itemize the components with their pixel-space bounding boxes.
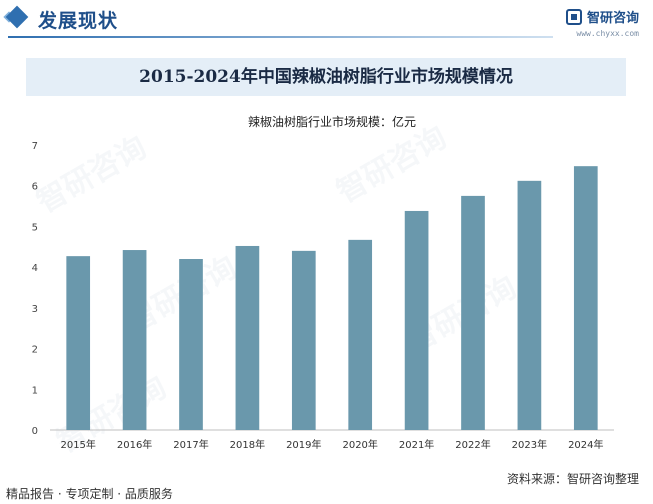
bar <box>179 259 203 430</box>
y-tick-label: 2 <box>32 345 38 356</box>
legend-label: 辣椒油树脂行业市场规模：亿元 <box>248 114 416 129</box>
header-divider <box>8 36 553 38</box>
bar <box>122 250 147 430</box>
brand-logo-icon <box>565 8 582 25</box>
bar <box>517 180 542 430</box>
x-tick-label: 2020年 <box>342 438 377 451</box>
bar-chart: 辣椒油树脂行业市场规模：亿元 0 1 2 3 4 5 6 7 2015年 2016年 2017年 201… <box>32 114 614 451</box>
bar <box>235 245 260 430</box>
y-tick-label: 6 <box>32 182 38 193</box>
bar <box>573 166 598 430</box>
section-title: 发展现状 <box>38 10 119 32</box>
bar <box>404 210 429 430</box>
bar <box>66 256 91 430</box>
y-tick-label: 1 <box>32 385 38 396</box>
brand-url: www.chyxx.com <box>576 29 639 38</box>
x-tick-label: 2018年 <box>230 438 265 451</box>
footer-tagline: 精品报告 · 专项定制 · 品质服务 <box>6 487 173 501</box>
brand-name: 智研咨询 <box>586 11 639 26</box>
y-tick-label: 4 <box>32 263 38 274</box>
bar <box>348 239 373 430</box>
x-tick-label: 2024年 <box>568 438 603 451</box>
header: 发展现状 智研咨询 www.chyxx.com <box>0 0 653 44</box>
y-tick-label: 5 <box>32 222 38 233</box>
x-tick-label: 2022年 <box>455 438 490 451</box>
chart-title: 2015-2024年中国辣椒油树脂行业市场规模情况 <box>139 67 513 87</box>
y-tick-label: 3 <box>32 304 38 315</box>
x-tick-label: 2016年 <box>117 438 152 451</box>
bar <box>291 250 316 430</box>
x-tick-label: 2015年 <box>60 438 95 451</box>
y-tick-label: 0 <box>32 426 38 437</box>
x-tick-label: 2023年 <box>512 438 547 451</box>
chart-title-band: 2015-2024年中国辣椒油树脂行业市场规模情况 <box>26 58 626 96</box>
x-tick-label: 2019年 <box>286 438 321 451</box>
y-tick-label: 7 <box>32 141 38 152</box>
x-tick-label: 2021年 <box>399 438 434 451</box>
bar <box>461 195 485 430</box>
brand: 智研咨询 <box>565 7 639 26</box>
source-note: 资料来源：智研咨询整理 <box>506 472 639 486</box>
diamond-icon <box>5 5 29 29</box>
x-tick-label: 2017年 <box>173 438 208 451</box>
